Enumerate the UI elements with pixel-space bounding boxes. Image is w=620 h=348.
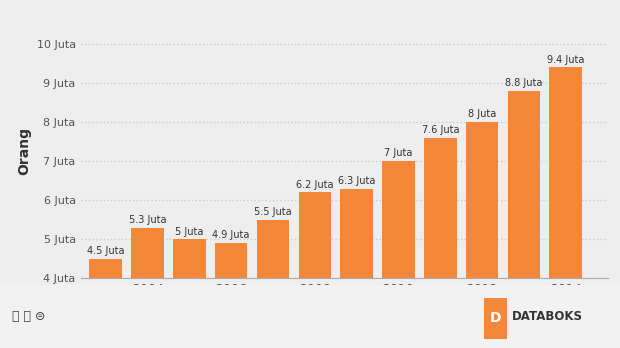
Bar [508, 91, 540, 348]
Text: 6.3 Juta: 6.3 Juta [338, 176, 375, 186]
Bar [340, 189, 373, 348]
Text: 9.4 Juta: 9.4 Juta [547, 55, 585, 65]
Bar [424, 138, 456, 348]
Text: D: D [490, 311, 501, 325]
Text: 7 Juta: 7 Juta [384, 148, 413, 158]
Text: 8 Juta: 8 Juta [468, 109, 496, 119]
Text: 4.5 Juta: 4.5 Juta [87, 246, 125, 256]
Text: 5.5 Juta: 5.5 Juta [254, 207, 292, 217]
Bar [89, 259, 122, 348]
Text: DATABOKS: DATABOKS [512, 310, 583, 323]
Bar [173, 239, 206, 348]
Bar [382, 161, 415, 348]
Text: 5.3 Juta: 5.3 Juta [129, 215, 166, 225]
Text: ⓒ ⓘ ⊜: ⓒ ⓘ ⊜ [12, 310, 46, 323]
Bar [257, 220, 290, 348]
Y-axis label: Orang: Orang [17, 127, 31, 175]
Bar [131, 228, 164, 348]
Bar [215, 243, 247, 348]
Text: 5 Juta: 5 Juta [175, 227, 203, 237]
Bar [298, 192, 331, 348]
Bar [549, 68, 582, 348]
Text: 7.6 Juta: 7.6 Juta [422, 125, 459, 135]
Text: 8.8 Juta: 8.8 Juta [505, 78, 542, 88]
Text: 6.2 Juta: 6.2 Juta [296, 180, 334, 190]
Text: 4.9 Juta: 4.9 Juta [213, 230, 250, 240]
Bar [466, 122, 498, 348]
